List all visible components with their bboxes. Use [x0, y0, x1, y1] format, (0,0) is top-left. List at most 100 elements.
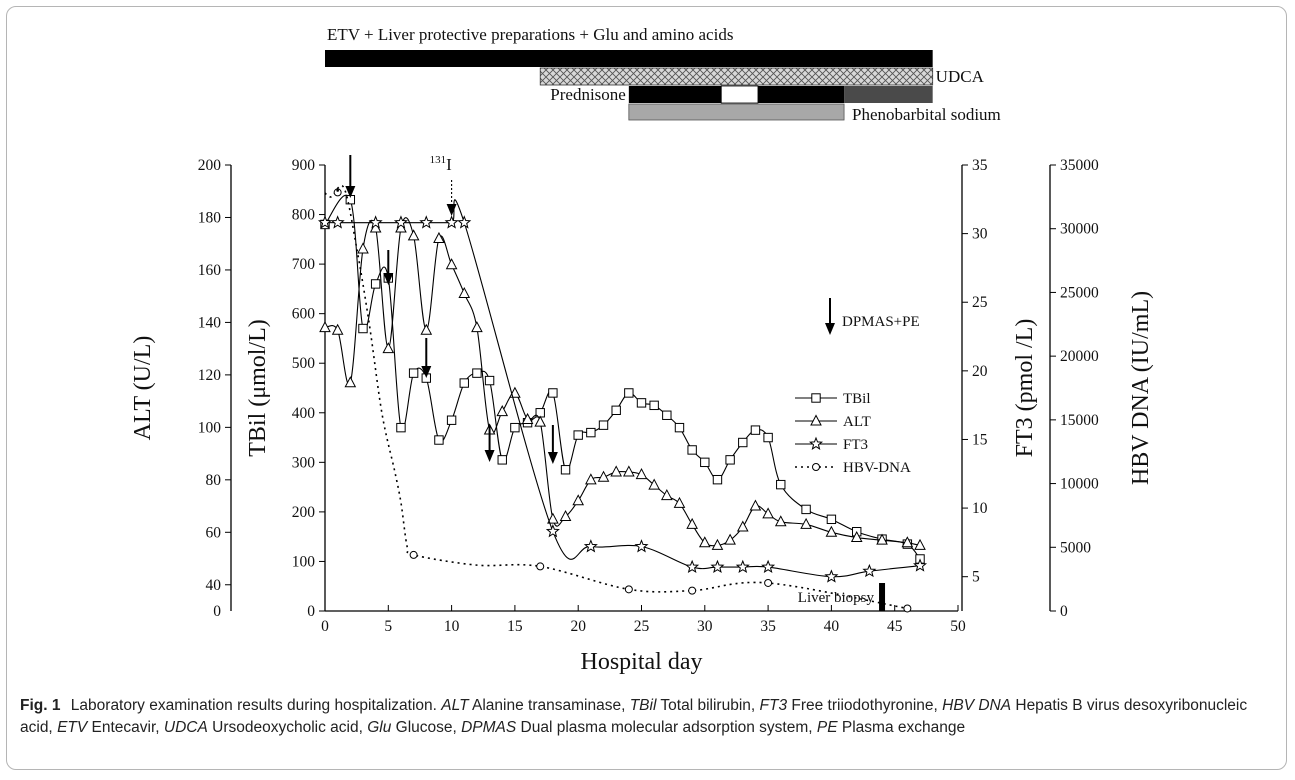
tbil-marker [649, 400, 659, 411]
tbil-marker [497, 455, 507, 465]
alt-marker [736, 520, 749, 532]
caption-abbrev-def: Hepatis B virus desoxyribonucleic acid, [20, 697, 1248, 736]
tbil-marker [801, 504, 811, 515]
hbv-dna-marker [764, 578, 773, 587]
liver-biopsy-label: Liver biopsy [798, 590, 875, 606]
tbil-tick-label: 600 [292, 306, 316, 323]
hbv-dna-marker [688, 586, 697, 595]
alt-marker [711, 538, 724, 550]
x-tick-label: 25 [634, 618, 650, 635]
ft3-marker [862, 563, 877, 578]
caption-abbrev-def: Total bilirubin, [656, 697, 760, 714]
caption-abbrev-term: TBil [629, 697, 657, 714]
caption-abbrev: HBV DNA Hepatis B virus desoxyribonuclei… [20, 697, 1247, 736]
hbv-dna-marker [536, 562, 545, 571]
hbv-tick-label: 0 [1060, 603, 1068, 620]
hbv-axis-title: HBV DNA (IU/mL) [1128, 291, 1154, 485]
ft3-tick-label: 20 [972, 363, 988, 380]
ft3-marker [913, 558, 928, 572]
x-tick-label: 15 [507, 618, 523, 635]
legend-label-ft3: FT3 [843, 437, 868, 453]
x-tick-label: 40 [824, 618, 840, 635]
caption-abbrev-term: PE [816, 718, 838, 736]
legend-marker-ft3 [808, 436, 824, 450]
alt-tick-label: 80 [206, 472, 222, 489]
bar-udca [539, 67, 934, 86]
caption-abbrev: ETV Entecavir, [57, 719, 164, 736]
legend: DPMAS+PE TBil ALT FT3 HBV-DNA [795, 314, 920, 476]
caption-abbrev-term: DPMAS [461, 718, 517, 736]
hbv-tick-label: 20000 [1060, 348, 1099, 365]
bar-etv [325, 50, 933, 67]
tbil-tick-label: 400 [292, 405, 316, 422]
alt-marker [901, 536, 914, 548]
legend-marker-tbil [811, 393, 821, 403]
tbil-marker [725, 455, 735, 465]
alt-marker [382, 342, 395, 354]
tbil-marker [763, 432, 773, 443]
alt-marker [825, 525, 838, 537]
tbil-tick-label: 0 [307, 603, 315, 620]
alt-marker [800, 517, 812, 529]
figure-caption: Fig. 1 Laboratory examination results du… [20, 695, 1275, 738]
tbil-marker [434, 435, 444, 445]
hbv-dna-marker [409, 550, 418, 559]
alt-marker [319, 321, 331, 333]
alt-tick-label: 180 [198, 209, 222, 226]
ft3-tick-label: 10 [972, 500, 988, 517]
alt-marker [433, 231, 445, 243]
legend-label-hbv-dna: HBV-DNA [843, 460, 911, 476]
alt-tick-label: 120 [198, 367, 222, 384]
hbv-dna-line [324, 184, 908, 610]
alt-marker [749, 499, 762, 511]
alt-marker [445, 258, 458, 270]
tbil-tick-label: 700 [292, 256, 316, 273]
alt-marker [585, 473, 597, 485]
x-tick-label: 35 [760, 618, 776, 635]
caption-abbrev-def: Entecavir, [87, 718, 164, 736]
alt-marker [698, 536, 711, 548]
tbil-marker [750, 425, 761, 435]
dpmas-pe-arrow-head [484, 450, 495, 462]
tbil-marker [700, 457, 710, 468]
alt-tick-label: 160 [198, 262, 222, 279]
tbil-marker [826, 514, 837, 525]
alt-marker [344, 376, 357, 388]
legend-arrow-head [825, 323, 835, 335]
tbil-marker [598, 420, 609, 430]
x-tick-label: 30 [697, 618, 713, 635]
hbv-tick-label: 35000 [1060, 157, 1099, 174]
series-tbil [320, 194, 925, 564]
bar-label-etv: ETV + Liver protective preparations + Gl… [327, 25, 733, 44]
ft3-marker [710, 559, 725, 574]
caption-abbrev-term: Glu [367, 718, 392, 736]
hbv-tick-label: 30000 [1060, 221, 1099, 238]
tbil-marker [662, 410, 672, 420]
ft3-marker [824, 569, 839, 583]
caption-abbrev-def: Dual plasma molecular adsorption system, [516, 718, 817, 736]
tbil-tick-label: 300 [292, 454, 316, 471]
tbil-axis-title: TBil (μmol/L) [245, 319, 271, 457]
tbil-marker [738, 437, 748, 448]
caption-abbrev: Glu Glucose, [367, 719, 461, 736]
alt-marker [496, 405, 509, 417]
alt-tick-label: 40 [206, 577, 222, 594]
alt-marker [774, 515, 787, 527]
ft3-marker [457, 215, 472, 229]
tbil-tick-label: 200 [292, 504, 316, 521]
alt-marker [420, 323, 433, 335]
tbil-marker [611, 405, 621, 416]
caption-abbrev-def: Free triiodothyronine, [787, 697, 943, 714]
caption-abbrev-term: ALT [441, 697, 469, 714]
alt-axis-title: ALT (U/L) [130, 336, 156, 441]
ft3-marker [419, 215, 434, 229]
tbil-marker [510, 422, 520, 433]
x-tick-label: 20 [570, 618, 586, 635]
alt-marker [572, 494, 585, 506]
alt-marker [686, 517, 698, 529]
x-tick-label: 5 [384, 618, 392, 635]
dpmas-pe-arrow-head [547, 452, 558, 464]
alt-marker [673, 496, 686, 508]
alt-marker [547, 512, 559, 524]
ft3-tick-label: 25 [972, 294, 988, 311]
